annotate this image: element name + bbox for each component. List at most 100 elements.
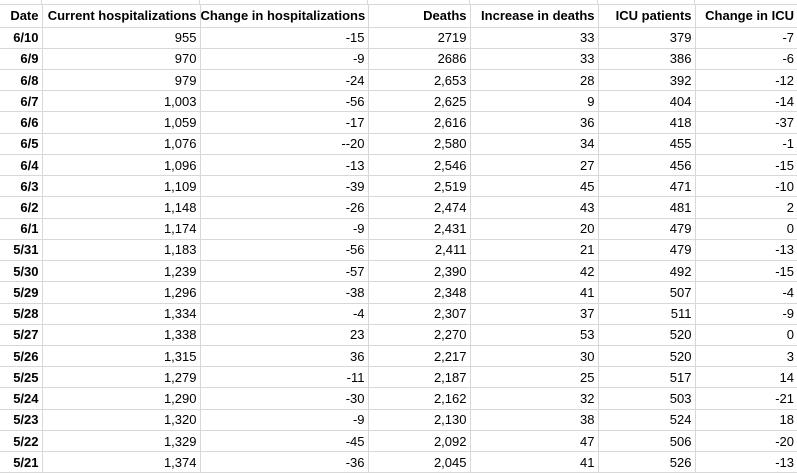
cell-icu_patients[interactable]: 418 xyxy=(598,111,696,134)
cell-date[interactable]: 5/29 xyxy=(0,281,43,304)
partial-cell-date[interactable] xyxy=(0,0,42,4)
cell-change_in_icu[interactable]: 3 xyxy=(695,345,797,368)
cell-change_in_icu[interactable]: 14 xyxy=(695,366,797,389)
cell-increase_in_deaths[interactable]: 36 xyxy=(470,111,599,134)
cell-increase_in_deaths[interactable]: 53 xyxy=(470,324,599,347)
cell-increase_in_deaths[interactable]: 28 xyxy=(470,69,599,92)
cell-increase_in_deaths[interactable]: 30 xyxy=(470,345,599,368)
cell-change_in_icu[interactable]: 0 xyxy=(695,218,797,240)
cell-current_hospitalizations[interactable]: 1,059 xyxy=(42,111,201,134)
cell-icu_patients[interactable]: 511 xyxy=(598,303,696,325)
cell-increase_in_deaths[interactable]: 47 xyxy=(470,430,599,453)
cell-date[interactable]: 6/4 xyxy=(0,154,43,177)
cell-icu_patients[interactable]: 481 xyxy=(598,196,696,219)
cell-deaths[interactable]: 2,130 xyxy=(368,409,471,431)
cell-change_in_hospitalizations[interactable]: -13 xyxy=(200,154,369,177)
cell-current_hospitalizations[interactable]: 1,096 xyxy=(42,154,201,177)
cell-deaths[interactable]: 2,092 xyxy=(368,430,471,453)
cell-current_hospitalizations[interactable]: 1,239 xyxy=(42,260,201,283)
cell-date[interactable]: 6/9 xyxy=(0,48,43,70)
cell-icu_patients[interactable]: 526 xyxy=(598,451,696,473)
cell-date[interactable]: 5/31 xyxy=(0,239,43,262)
cell-date[interactable]: 5/24 xyxy=(0,387,43,410)
cell-change_in_icu[interactable]: -1 xyxy=(695,133,797,155)
cell-icu_patients[interactable]: 392 xyxy=(598,69,696,92)
cell-increase_in_deaths[interactable]: 20 xyxy=(470,218,599,240)
column-header-increase_in_deaths[interactable]: Increase in deaths xyxy=(470,5,599,28)
cell-change_in_hospitalizations[interactable]: -56 xyxy=(200,239,369,262)
cell-change_in_hospitalizations[interactable]: -57 xyxy=(200,260,369,283)
cell-change_in_icu[interactable]: -15 xyxy=(695,260,797,283)
cell-change_in_icu[interactable]: -21 xyxy=(695,387,797,410)
cell-deaths[interactable]: 2,348 xyxy=(368,281,471,304)
cell-deaths[interactable]: 2,187 xyxy=(368,366,471,389)
cell-change_in_hospitalizations[interactable]: -56 xyxy=(200,90,369,113)
cell-change_in_icu[interactable]: 0 xyxy=(695,324,797,347)
cell-increase_in_deaths[interactable]: 38 xyxy=(470,409,599,431)
cell-increase_in_deaths[interactable]: 9 xyxy=(470,90,599,113)
cell-change_in_icu[interactable]: -13 xyxy=(695,239,797,262)
cell-deaths[interactable]: 2686 xyxy=(368,48,471,70)
cell-current_hospitalizations[interactable]: 955 xyxy=(42,27,201,49)
partial-cell-increase_in_deaths[interactable] xyxy=(470,0,598,4)
cell-date[interactable]: 5/22 xyxy=(0,430,43,453)
cell-change_in_icu[interactable]: 2 xyxy=(695,196,797,219)
cell-deaths[interactable]: 2,653 xyxy=(368,69,471,92)
cell-change_in_hospitalizations[interactable]: -24 xyxy=(200,69,369,92)
cell-change_in_hospitalizations[interactable]: --20 xyxy=(200,133,369,155)
cell-increase_in_deaths[interactable]: 25 xyxy=(470,366,599,389)
cell-date[interactable]: 6/2 xyxy=(0,196,43,219)
cell-change_in_icu[interactable]: -15 xyxy=(695,154,797,177)
cell-change_in_icu[interactable]: -6 xyxy=(695,48,797,70)
cell-change_in_hospitalizations[interactable]: 36 xyxy=(200,345,369,368)
cell-change_in_hospitalizations[interactable]: -9 xyxy=(200,218,369,240)
cell-increase_in_deaths[interactable]: 45 xyxy=(470,175,599,198)
cell-increase_in_deaths[interactable]: 27 xyxy=(470,154,599,177)
cell-change_in_hospitalizations[interactable]: -38 xyxy=(200,281,369,304)
cell-change_in_icu[interactable]: -9 xyxy=(695,303,797,325)
cell-icu_patients[interactable]: 492 xyxy=(598,260,696,283)
cell-date[interactable]: 6/3 xyxy=(0,175,43,198)
cell-increase_in_deaths[interactable]: 42 xyxy=(470,260,599,283)
cell-increase_in_deaths[interactable]: 37 xyxy=(470,303,599,325)
cell-current_hospitalizations[interactable]: 1,290 xyxy=(42,387,201,410)
cell-date[interactable]: 5/28 xyxy=(0,303,43,325)
cell-current_hospitalizations[interactable]: 1,329 xyxy=(42,430,201,453)
cell-current_hospitalizations[interactable]: 1,003 xyxy=(42,90,201,113)
column-header-current_hospitalizations[interactable]: Current hospitalizations xyxy=(42,5,201,28)
cell-deaths[interactable]: 2,045 xyxy=(368,451,471,473)
cell-change_in_icu[interactable]: -7 xyxy=(695,27,797,49)
column-header-icu_patients[interactable]: ICU patients xyxy=(598,5,696,28)
cell-date[interactable]: 5/25 xyxy=(0,366,43,389)
cell-current_hospitalizations[interactable]: 1,334 xyxy=(42,303,201,325)
cell-deaths[interactable]: 2,270 xyxy=(368,324,471,347)
cell-date[interactable]: 6/10 xyxy=(0,27,43,49)
cell-date[interactable]: 5/23 xyxy=(0,409,43,431)
cell-icu_patients[interactable]: 456 xyxy=(598,154,696,177)
cell-current_hospitalizations[interactable]: 1,338 xyxy=(42,324,201,347)
cell-change_in_hospitalizations[interactable]: -26 xyxy=(200,196,369,219)
cell-date[interactable]: 6/5 xyxy=(0,133,43,155)
cell-increase_in_deaths[interactable]: 41 xyxy=(470,281,599,304)
cell-deaths[interactable]: 2,307 xyxy=(368,303,471,325)
cell-change_in_icu[interactable]: -37 xyxy=(695,111,797,134)
partial-cell-current_hospitalizations[interactable] xyxy=(42,0,200,4)
cell-increase_in_deaths[interactable]: 41 xyxy=(470,451,599,473)
cell-current_hospitalizations[interactable]: 1,109 xyxy=(42,175,201,198)
cell-deaths[interactable]: 2,411 xyxy=(368,239,471,262)
cell-deaths[interactable]: 2,390 xyxy=(368,260,471,283)
cell-current_hospitalizations[interactable]: 1,174 xyxy=(42,218,201,240)
cell-change_in_icu[interactable]: 18 xyxy=(695,409,797,431)
cell-icu_patients[interactable]: 524 xyxy=(598,409,696,431)
cell-date[interactable]: 6/6 xyxy=(0,111,43,134)
cell-icu_patients[interactable]: 471 xyxy=(598,175,696,198)
cell-change_in_icu[interactable]: -12 xyxy=(695,69,797,92)
partial-cell-deaths[interactable] xyxy=(368,0,470,4)
cell-current_hospitalizations[interactable]: 1,320 xyxy=(42,409,201,431)
cell-date[interactable]: 5/26 xyxy=(0,345,43,368)
cell-change_in_hospitalizations[interactable]: -11 xyxy=(200,366,369,389)
cell-date[interactable]: 6/8 xyxy=(0,69,43,92)
cell-icu_patients[interactable]: 520 xyxy=(598,324,696,347)
cell-increase_in_deaths[interactable]: 32 xyxy=(470,387,599,410)
cell-current_hospitalizations[interactable]: 979 xyxy=(42,69,201,92)
